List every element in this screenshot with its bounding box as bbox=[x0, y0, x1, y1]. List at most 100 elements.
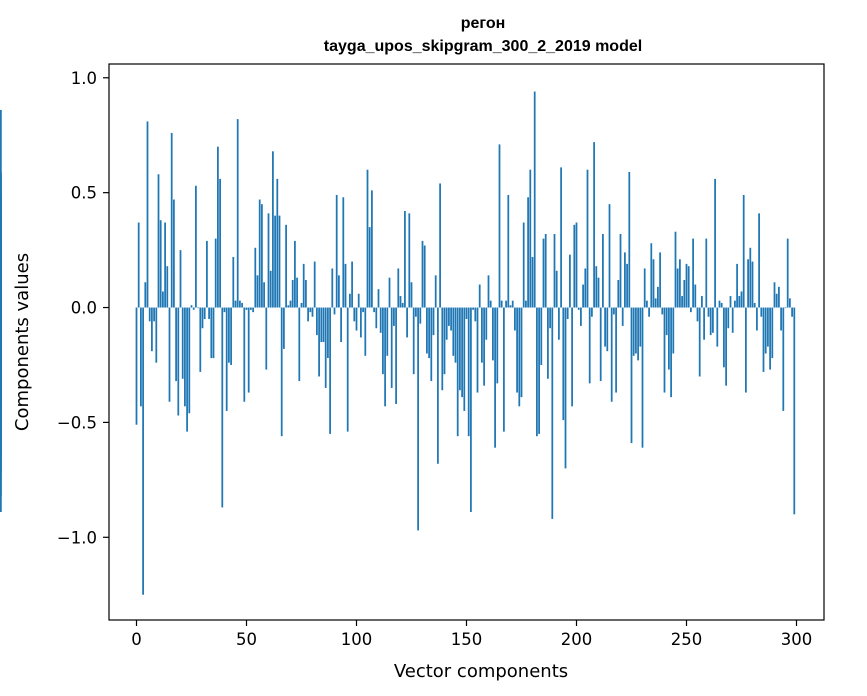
bar-200 bbox=[575, 222, 578, 308]
bar-298 bbox=[791, 307, 793, 317]
bar-254 bbox=[694, 284, 697, 308]
bar-210 bbox=[597, 277, 600, 308]
bar-216 bbox=[610, 307, 613, 402]
bar-173 bbox=[516, 307, 518, 393]
bar-208 bbox=[593, 142, 595, 308]
bar-102 bbox=[360, 307, 362, 338]
bar-290 bbox=[773, 282, 776, 308]
chart-subtitle: tayga_upos_skipgram_300_2_2019 model bbox=[324, 38, 642, 55]
bar-214 bbox=[606, 307, 609, 352]
bar-66 bbox=[280, 307, 283, 437]
bar-211 bbox=[599, 307, 602, 382]
bar-262 bbox=[712, 307, 714, 333]
bar-287 bbox=[767, 307, 769, 347]
bar-73 bbox=[296, 277, 298, 308]
bar-218 bbox=[615, 307, 617, 393]
bar-213 bbox=[604, 307, 606, 347]
bar-199 bbox=[573, 224, 576, 308]
bar-294 bbox=[782, 307, 785, 411]
bar-259 bbox=[705, 238, 708, 308]
bar-75 bbox=[300, 302, 303, 308]
bar-230 bbox=[641, 307, 644, 448]
bar-292 bbox=[778, 286, 780, 308]
bar-113 bbox=[384, 307, 386, 407]
bar-220 bbox=[619, 234, 622, 308]
bar-170 bbox=[509, 305, 512, 308]
bar-162 bbox=[492, 307, 494, 361]
bar-276 bbox=[742, 194, 745, 308]
bar-250 bbox=[685, 263, 688, 308]
bar-7 bbox=[151, 307, 153, 352]
bar-4 bbox=[144, 282, 147, 308]
bar-45 bbox=[234, 300, 237, 308]
bar-239 bbox=[661, 307, 664, 315]
bar-125 bbox=[410, 282, 413, 308]
bar-undefined bbox=[0, 261, 2, 308]
bar-92 bbox=[338, 275, 340, 308]
bar-180 bbox=[531, 256, 534, 308]
bar-198 bbox=[571, 307, 573, 407]
bar-270 bbox=[729, 296, 732, 308]
bar-114 bbox=[386, 307, 389, 356]
bar-288 bbox=[769, 307, 771, 370]
bar-226 bbox=[632, 307, 635, 356]
bar-244 bbox=[672, 307, 675, 354]
bar-291 bbox=[775, 293, 778, 308]
bar-62 bbox=[272, 151, 274, 308]
bar-232 bbox=[646, 300, 648, 308]
bar-179 bbox=[529, 169, 532, 308]
bar-53 bbox=[252, 307, 254, 313]
bar-150 bbox=[465, 307, 468, 320]
bar-57 bbox=[261, 204, 263, 308]
bar-245 bbox=[674, 231, 677, 308]
bar-87 bbox=[327, 307, 329, 359]
bar-283 bbox=[758, 213, 760, 308]
bar-120 bbox=[399, 296, 402, 308]
bar-25 bbox=[190, 305, 193, 308]
bar-195 bbox=[564, 307, 567, 469]
bar-281 bbox=[753, 302, 756, 308]
bar-68 bbox=[285, 224, 287, 308]
bar-42 bbox=[228, 307, 230, 363]
bar-202 bbox=[580, 307, 582, 326]
bar-266 bbox=[720, 302, 723, 308]
bar-194 bbox=[562, 307, 565, 421]
bar-105 bbox=[366, 169, 369, 308]
bar-186 bbox=[544, 234, 547, 308]
bar-44 bbox=[232, 256, 235, 308]
bar-299 bbox=[793, 307, 796, 515]
bar-159 bbox=[485, 307, 488, 340]
bar-12 bbox=[162, 291, 164, 308]
x-tick-label: 50 bbox=[236, 630, 257, 649]
bar-274 bbox=[738, 296, 741, 308]
bar-144 bbox=[452, 307, 455, 356]
bar-137 bbox=[437, 307, 439, 464]
bar-207 bbox=[591, 307, 593, 317]
bar-268 bbox=[725, 307, 727, 386]
bar-46 bbox=[236, 119, 239, 308]
bar-197 bbox=[569, 254, 571, 308]
bar-16 bbox=[170, 132, 173, 308]
bar-142 bbox=[448, 307, 450, 326]
bar-212 bbox=[602, 234, 604, 308]
bar-undefined bbox=[0, 307, 2, 513]
bar-205 bbox=[586, 169, 589, 308]
bar-228 bbox=[637, 307, 639, 361]
bar-275 bbox=[740, 291, 743, 308]
bar-122 bbox=[404, 211, 406, 308]
bar-246 bbox=[676, 268, 679, 308]
bar-249 bbox=[683, 279, 686, 308]
bar-233 bbox=[648, 307, 650, 317]
bar-147 bbox=[459, 307, 461, 391]
chart-title: регон bbox=[461, 15, 506, 32]
bar-49 bbox=[243, 307, 246, 402]
bar-156 bbox=[478, 284, 481, 308]
bar-101 bbox=[357, 293, 360, 308]
bar-130 bbox=[421, 240, 424, 308]
bar-29 bbox=[199, 307, 202, 372]
bar-72 bbox=[294, 240, 296, 308]
bar-177 bbox=[525, 300, 527, 308]
x-tick-label: 200 bbox=[561, 630, 593, 649]
bar-20 bbox=[179, 250, 182, 308]
bar-108 bbox=[373, 307, 375, 313]
